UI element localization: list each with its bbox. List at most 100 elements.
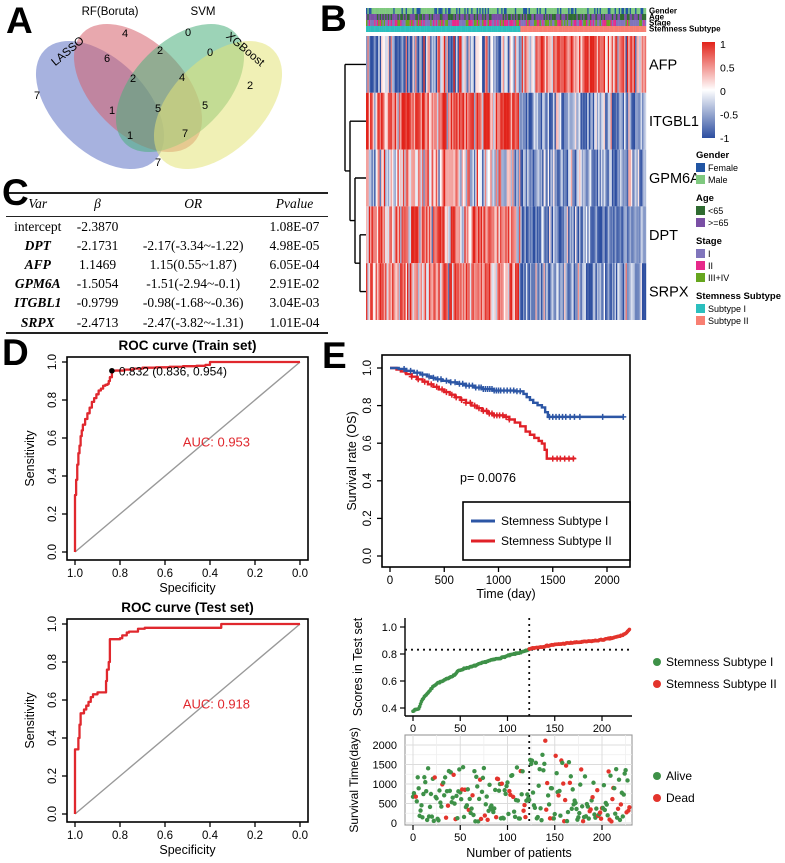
table-cell: AFP xyxy=(24,256,51,272)
data-mark xyxy=(512,8,514,14)
data-mark xyxy=(585,26,588,32)
data-mark xyxy=(453,206,455,264)
data-mark xyxy=(565,14,567,20)
data-mark xyxy=(419,149,421,207)
data-mark xyxy=(382,36,384,93)
auc-label: AUC: 0.918 xyxy=(183,696,250,711)
data-mark xyxy=(464,8,466,14)
data-mark xyxy=(568,92,570,150)
table-row: SRPX -2.4713 -2.47(-3.82~-1.31) 1.01E-04 xyxy=(6,313,328,333)
data-mark xyxy=(464,20,466,26)
data-mark xyxy=(562,263,565,320)
data-mark xyxy=(445,206,447,264)
data-mark xyxy=(370,26,372,32)
data-mark xyxy=(398,263,401,320)
data-mark xyxy=(371,36,374,93)
data-mark xyxy=(566,92,569,150)
data-mark xyxy=(467,14,469,20)
data-mark xyxy=(617,36,619,93)
data-mark xyxy=(461,20,464,26)
y-axis-label: Scores in Test set xyxy=(351,617,365,716)
data-mark xyxy=(637,206,640,264)
data-mark xyxy=(417,36,420,93)
data-mark xyxy=(432,36,435,93)
data-mark xyxy=(420,8,423,14)
data-mark xyxy=(538,20,540,26)
data-mark xyxy=(535,263,537,320)
data-mark xyxy=(484,206,487,264)
data-mark xyxy=(476,14,479,20)
data-mark xyxy=(513,8,516,14)
data-mark xyxy=(475,149,477,207)
data-mark xyxy=(441,36,443,93)
data-mark xyxy=(447,36,450,93)
data-mark xyxy=(588,206,591,264)
data-mark xyxy=(524,14,527,20)
data-mark xyxy=(378,26,380,32)
data-mark xyxy=(486,206,488,264)
data-mark xyxy=(640,206,643,264)
data-mark xyxy=(529,92,532,150)
data-mark xyxy=(411,36,413,93)
data-mark xyxy=(387,263,390,320)
data-mark xyxy=(487,149,490,207)
data-mark xyxy=(498,149,501,207)
data-mark xyxy=(516,20,518,26)
data-mark xyxy=(573,36,576,93)
data-mark xyxy=(426,8,428,14)
annotation-row-label: Gender xyxy=(649,7,677,16)
data-mark xyxy=(534,26,536,32)
data-mark xyxy=(454,263,457,320)
data-mark xyxy=(584,8,587,14)
data-mark xyxy=(484,149,487,207)
data-mark xyxy=(585,804,591,809)
data-mark xyxy=(432,149,435,207)
data-mark xyxy=(546,20,548,26)
data-mark xyxy=(417,704,422,709)
data-mark xyxy=(603,8,606,14)
data-mark xyxy=(462,8,465,14)
data-mark xyxy=(437,788,442,793)
data-mark xyxy=(566,263,569,320)
data-mark xyxy=(480,206,483,264)
data-mark xyxy=(594,36,596,93)
figure-element: Var β OR Pvalue intercept -2.3870 1.08E-07 DPT -… xyxy=(6,192,328,335)
data-mark xyxy=(549,206,551,264)
data-mark xyxy=(457,263,460,320)
data-mark xyxy=(480,20,483,26)
data-mark xyxy=(523,149,525,207)
data-mark xyxy=(572,8,574,14)
data-mark xyxy=(639,20,641,26)
data-mark xyxy=(544,206,547,264)
gene-label: SRPX xyxy=(649,285,689,301)
data-mark xyxy=(443,149,446,207)
data-mark xyxy=(574,806,579,812)
data-mark xyxy=(398,20,401,26)
x-tick: 0.6 xyxy=(157,830,173,842)
data-mark xyxy=(493,814,499,820)
data-mark xyxy=(539,14,542,20)
data-mark xyxy=(372,206,375,264)
data-mark xyxy=(372,26,375,32)
data-mark xyxy=(415,8,417,14)
data-mark xyxy=(563,763,569,768)
data-mark xyxy=(591,92,593,150)
data-mark xyxy=(626,808,631,813)
expression-heatmap: AFPITGBL1GPM6ADPTSRPXGenderAgeStageStemn… xyxy=(344,7,781,326)
data-mark xyxy=(503,20,506,26)
data-mark xyxy=(621,14,623,20)
data-mark xyxy=(442,263,445,320)
data-mark xyxy=(590,263,592,320)
data-mark xyxy=(633,149,636,207)
data-mark xyxy=(539,263,542,320)
data-mark xyxy=(441,206,443,264)
data-mark xyxy=(516,36,518,93)
data-mark xyxy=(381,8,383,14)
data-mark xyxy=(497,206,499,264)
data-mark xyxy=(381,36,383,93)
data-mark xyxy=(624,206,626,264)
data-mark xyxy=(474,774,479,780)
data-mark xyxy=(580,149,583,207)
data-mark xyxy=(496,788,502,793)
data-mark xyxy=(625,778,630,783)
